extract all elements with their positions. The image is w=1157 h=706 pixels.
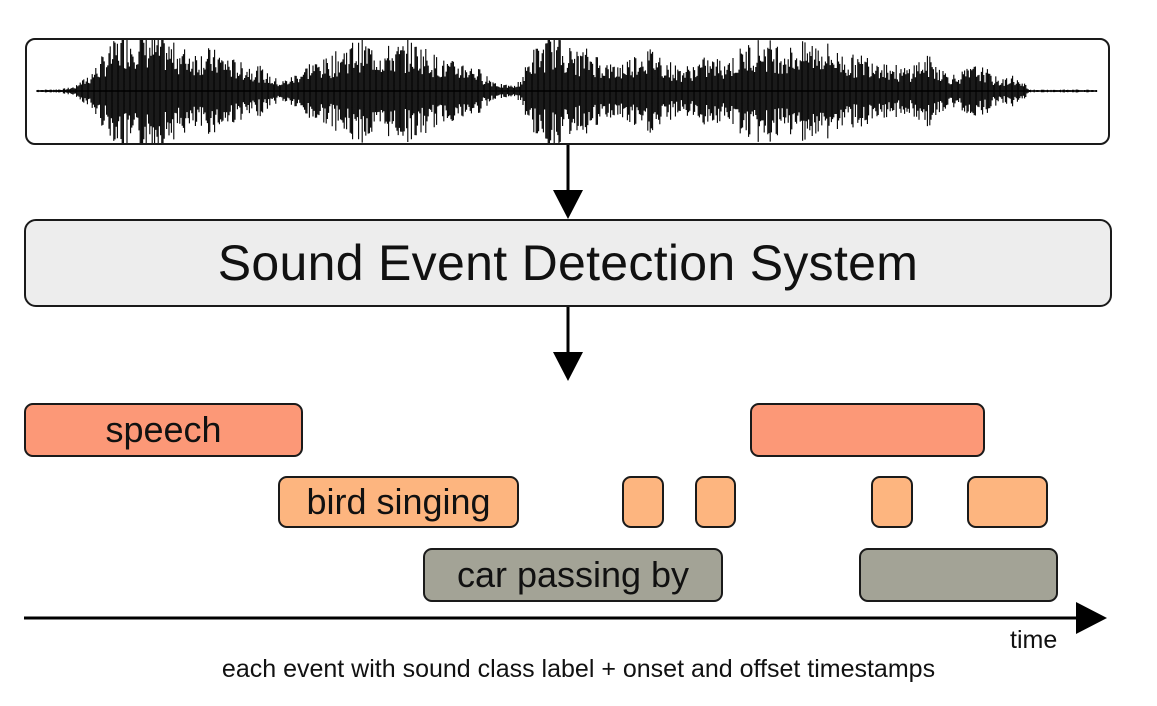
event-bird-singing-4 — [871, 476, 913, 528]
event-speech-2 — [750, 403, 985, 457]
time-axis-arrowhead — [1076, 602, 1107, 634]
event-speech-1: speech — [24, 403, 303, 457]
event-bird-singing-1: bird singing — [278, 476, 519, 528]
event-bird-singing-3 — [695, 476, 736, 528]
audio-waveform — [36, 40, 1098, 143]
audio-waveform-box — [25, 38, 1110, 145]
system-label: Sound Event Detection System — [217, 235, 919, 291]
event-car-passing-by-1: car passing by — [423, 548, 723, 602]
event-car-passing-by-2 — [859, 548, 1058, 602]
arrow-head-system-to-events — [553, 352, 583, 381]
event-label-bird-singing: bird singing — [306, 481, 491, 522]
arrow-head-waveform-to-system — [553, 190, 583, 219]
event-label-car-passing-by: car passing by — [456, 554, 690, 595]
time-axis-label: time — [1010, 626, 1058, 654]
event-bird-singing-2 — [622, 476, 664, 528]
event-bird-singing-5 — [967, 476, 1048, 528]
diagram-caption: each event with sound class label + onse… — [221, 655, 936, 683]
sound-event-detection-system-box: Sound Event Detection System — [24, 219, 1112, 307]
event-label-speech: speech — [105, 409, 222, 450]
